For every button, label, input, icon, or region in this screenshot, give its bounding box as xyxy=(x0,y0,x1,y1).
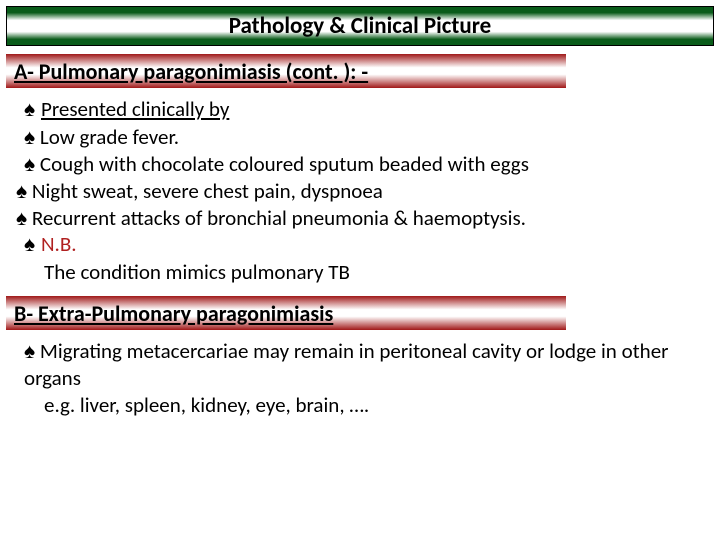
bullet-line: ♠ Low grade fever. xyxy=(16,124,710,151)
bullet-line: ♠ Cough with chocolate coloured sputum b… xyxy=(16,151,710,178)
nb-line: ♠ N.B. xyxy=(16,231,710,259)
spade-icon: ♠ xyxy=(24,98,41,121)
section-a-bar: A- Pulmonary paragonimiasis (cont. ): - xyxy=(6,54,566,88)
nb-text: The condition mimics pulmonary TB xyxy=(16,259,710,286)
bullet-text: Presented clinically by xyxy=(41,96,229,122)
section-b-body: ♠ Migrating metacercariae may remain in … xyxy=(0,336,720,425)
section-b-heading: B- Extra-Pulmonary paragonimiasis xyxy=(14,300,333,327)
bullet-line: ♠ Night sweat, severe chest pain, dyspno… xyxy=(16,178,710,205)
bullet-line: ♠ Migrating metacercariae may remain in … xyxy=(16,338,710,392)
spade-icon: ♠ xyxy=(24,233,41,256)
title-bar: Pathology & Clinical Picture xyxy=(6,6,714,46)
section-a-heading: A- Pulmonary paragonimiasis (cont. ): - xyxy=(14,58,368,85)
slide-title: Pathology & Clinical Picture xyxy=(229,12,492,40)
example-line: e.g. liver, spleen, kidney, eye, brain, … xyxy=(16,392,710,419)
nb-label: N.B. xyxy=(41,231,77,257)
slide: Pathology & Clinical Picture A- Pulmonar… xyxy=(0,6,720,546)
bullet-line: ♠ Recurrent attacks of bronchial pneumon… xyxy=(16,205,710,232)
section-b-bar: B- Extra-Pulmonary paragonimiasis xyxy=(6,296,566,330)
section-a-body: ♠ Presented clinically by ♠ Low grade fe… xyxy=(0,94,720,292)
bullet-line: ♠ Presented clinically by xyxy=(16,96,710,124)
